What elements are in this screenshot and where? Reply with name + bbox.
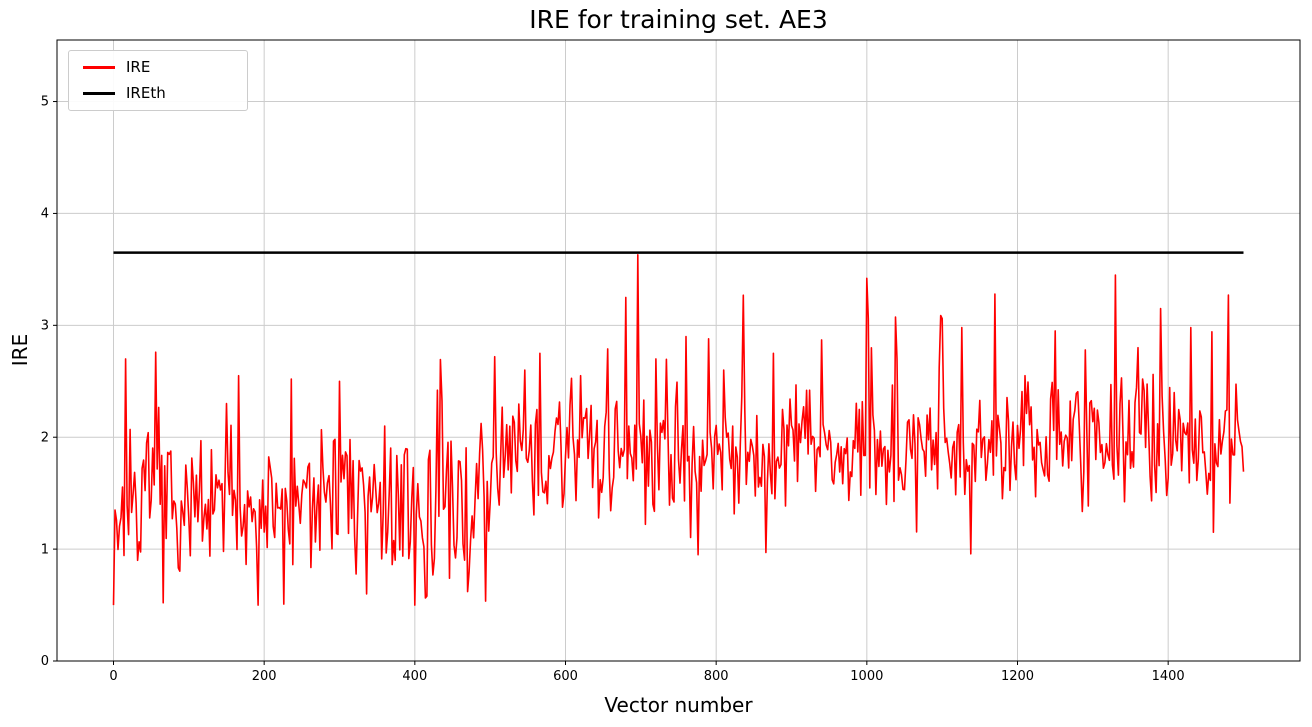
y-tick-label: 1 bbox=[41, 542, 49, 557]
x-tick-label: 1000 bbox=[850, 669, 883, 684]
x-tick-label: 800 bbox=[704, 669, 729, 684]
series-IRE bbox=[112, 254, 1245, 606]
legend-label-ireth: IREth bbox=[126, 84, 166, 102]
x-tick-label: 600 bbox=[553, 669, 578, 684]
legend: IRE IREth bbox=[68, 50, 248, 111]
x-tick-label: 0 bbox=[109, 669, 117, 684]
y-tick-label: 0 bbox=[41, 654, 49, 669]
x-tick-label: 1200 bbox=[1001, 669, 1034, 684]
legend-item-ireth: IREth bbox=[83, 86, 233, 101]
x-tick-label: 1400 bbox=[1152, 669, 1185, 684]
legend-item-ire: IRE bbox=[83, 60, 233, 75]
y-tick-label: 5 bbox=[41, 95, 49, 110]
legend-line-sample-ireth bbox=[83, 92, 115, 95]
y-tick-label: 4 bbox=[41, 207, 49, 222]
legend-line-sample-ire bbox=[83, 66, 115, 69]
legend-label-ire: IRE bbox=[126, 58, 151, 76]
y-tick-label: 3 bbox=[41, 318, 49, 333]
chart-title: IRE for training set. AE3 bbox=[529, 5, 828, 34]
x-axis-label: Vector number bbox=[604, 693, 753, 717]
x-tick-label: 400 bbox=[402, 669, 427, 684]
axes-frame bbox=[56, 39, 1301, 662]
y-tick-label: 2 bbox=[41, 430, 49, 445]
x-tick-label: 200 bbox=[252, 669, 277, 684]
